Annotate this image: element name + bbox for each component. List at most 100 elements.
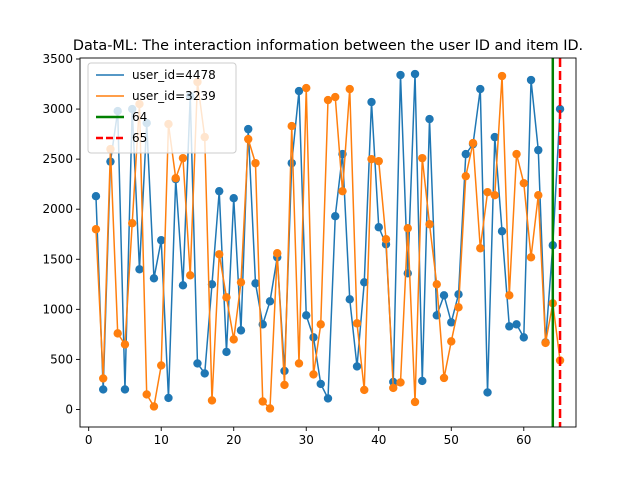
data-point-s1-29 xyxy=(302,83,311,93)
data-point-s0-28 xyxy=(294,86,304,96)
data-point-s0-48 xyxy=(439,291,449,300)
y-tick-label-1000: 1000 xyxy=(42,302,73,316)
data-point-s0-1 xyxy=(99,385,108,394)
data-point-s1-9 xyxy=(157,361,166,370)
data-point-s1-33 xyxy=(331,92,340,102)
data-point-s1-18 xyxy=(222,293,231,302)
data-point-s0-20 xyxy=(236,326,246,335)
x-tick-label-30: 30 xyxy=(299,433,314,447)
legend-label-3: 65 xyxy=(132,131,147,145)
data-point-s1-62 xyxy=(541,338,550,348)
data-point-s1-50 xyxy=(454,303,463,312)
data-point-s0-45 xyxy=(418,376,427,386)
data-point-s0-36 xyxy=(352,362,362,371)
data-point-s0-60 xyxy=(526,75,536,85)
data-point-s1-24 xyxy=(265,404,275,413)
y-tick-label-2000: 2000 xyxy=(42,202,73,216)
data-point-s1-38 xyxy=(367,154,376,164)
data-point-s1-48 xyxy=(439,373,449,383)
data-point-s1-52 xyxy=(468,138,478,148)
data-point-s1-44 xyxy=(410,397,420,407)
data-point-s1-11 xyxy=(171,173,180,183)
data-point-s0-19 xyxy=(229,193,238,203)
data-point-s0-32 xyxy=(323,394,333,403)
data-point-s1-39 xyxy=(374,156,383,166)
data-point-s0-44 xyxy=(410,69,420,79)
axes-frame xyxy=(79,57,577,428)
data-point-s1-23 xyxy=(258,397,267,406)
data-point-s1-34 xyxy=(338,186,347,196)
data-point-s1-16 xyxy=(207,396,217,405)
data-point-s1-46 xyxy=(425,220,434,229)
data-point-s1-28 xyxy=(294,359,304,368)
data-point-s0-35 xyxy=(345,295,354,304)
legend-label-0: user_id=4478 xyxy=(132,68,216,82)
data-point-s0-30 xyxy=(309,333,318,342)
data-point-s0-16 xyxy=(207,280,217,289)
data-point-s1-41 xyxy=(389,383,398,393)
data-point-s0-54 xyxy=(483,388,492,397)
data-point-s0-33 xyxy=(331,212,340,221)
data-point-s1-7 xyxy=(142,390,151,399)
y-tick-label-3500: 3500 xyxy=(42,52,73,66)
data-point-s1-13 xyxy=(186,271,195,280)
data-point-s0-61 xyxy=(534,145,543,155)
data-point-s0-53 xyxy=(476,84,485,94)
data-point-s0-29 xyxy=(302,311,311,320)
data-point-s0-38 xyxy=(367,97,376,107)
data-point-s1-31 xyxy=(316,320,325,329)
data-point-s0-59 xyxy=(519,333,528,342)
data-point-s0-18 xyxy=(222,347,231,357)
data-point-s1-43 xyxy=(403,224,412,233)
data-point-s0-31 xyxy=(316,379,325,389)
data-point-s1-55 xyxy=(490,190,499,200)
data-point-s1-5 xyxy=(128,219,137,228)
data-point-s1-17 xyxy=(215,250,224,259)
data-point-s1-12 xyxy=(178,153,188,163)
data-point-s1-20 xyxy=(236,278,246,287)
data-point-s1-1 xyxy=(99,374,108,383)
data-point-s0-14 xyxy=(193,359,202,368)
data-point-s1-51 xyxy=(461,171,470,181)
data-point-s0-21 xyxy=(244,124,253,134)
data-point-s1-26 xyxy=(280,380,289,390)
data-point-s0-17 xyxy=(215,186,224,196)
data-point-s0-4 xyxy=(120,385,130,394)
data-point-s1-25 xyxy=(273,249,282,258)
data-point-s1-47 xyxy=(432,280,441,289)
data-point-s0-51 xyxy=(461,149,470,159)
legend: user_id=4478 user_id=3239 64 65 xyxy=(87,62,237,154)
data-point-s1-22 xyxy=(251,158,260,168)
data-point-s0-8 xyxy=(149,274,159,283)
data-point-s1-59 xyxy=(519,178,528,188)
data-point-s1-61 xyxy=(534,190,543,200)
chart-title: Data-ML: The interaction information bet… xyxy=(73,38,583,54)
data-point-s0-24 xyxy=(265,297,275,306)
data-point-s0-9 xyxy=(157,236,166,245)
y-tick-label-0: 0 xyxy=(65,402,73,416)
y-tick-label-3000: 3000 xyxy=(42,102,73,116)
data-point-s1-21 xyxy=(244,134,253,144)
data-point-s0-55 xyxy=(490,132,499,142)
data-point-s0-57 xyxy=(505,322,514,331)
data-point-s1-58 xyxy=(512,149,521,159)
x-tick-label-20: 20 xyxy=(226,433,241,447)
x-tick-label-50: 50 xyxy=(444,433,459,447)
y-tick-label-500: 500 xyxy=(50,352,73,366)
data-point-s1-56 xyxy=(497,71,507,81)
y-tick-label-2500: 2500 xyxy=(42,152,73,166)
data-point-s1-57 xyxy=(505,291,514,300)
data-point-s1-35 xyxy=(345,84,354,94)
legend-box xyxy=(87,62,237,154)
data-point-s1-37 xyxy=(360,385,369,395)
data-point-s1-27 xyxy=(287,121,296,131)
data-point-s1-4 xyxy=(120,340,130,349)
data-point-s1-3 xyxy=(113,329,122,338)
x-tick-label-10: 10 xyxy=(154,433,169,447)
data-point-s0-10 xyxy=(164,393,173,403)
data-point-s1-60 xyxy=(526,253,536,262)
x-tick-label-0: 0 xyxy=(85,433,93,447)
data-point-s1-0 xyxy=(91,225,101,234)
x-tick-label-60: 60 xyxy=(516,433,531,447)
